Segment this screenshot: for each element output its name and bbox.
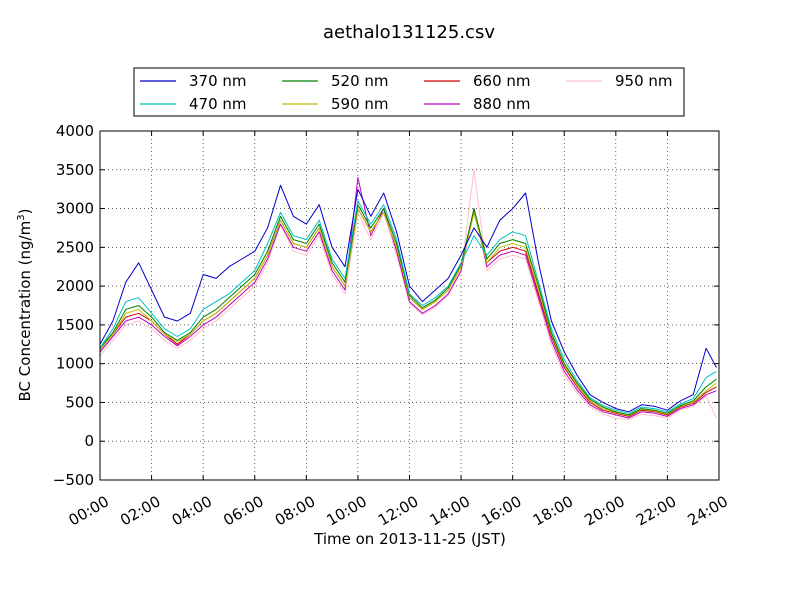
legend-item: 470 nm <box>140 95 247 113</box>
series-line-470-nm <box>99 200 717 414</box>
y-tick-label: 3000 <box>56 200 94 218</box>
legend-label: 370 nm <box>189 72 247 90</box>
legend-item: 520 nm <box>282 72 389 90</box>
y-tick-label: 2000 <box>56 277 94 295</box>
y-tick-label: 500 <box>65 393 94 411</box>
legend-item: 590 nm <box>282 95 389 113</box>
series-line-590-nm <box>99 208 717 417</box>
legend-item: 950 nm <box>566 72 673 90</box>
series-line-950-nm <box>99 169 717 420</box>
x-tick-label: 08:00 <box>272 492 318 529</box>
legend-label: 880 nm <box>473 95 531 113</box>
y-axis-label-suffix: ) <box>16 209 34 215</box>
legend-item: 370 nm <box>140 72 247 90</box>
legend-label: 520 nm <box>331 72 389 90</box>
plot-area <box>100 131 719 480</box>
legend: 370 nm 470 nm 520 nm 590 nm 660 nm 880 nm 950 … <box>133 67 685 117</box>
y-tick-label: 0 <box>84 432 94 450</box>
axis-ticks <box>99 130 720 481</box>
x-tick-label: 02:00 <box>117 492 163 529</box>
y-tick-label: 1500 <box>56 316 94 334</box>
x-tick-label: 10:00 <box>323 492 369 529</box>
series-line-880-nm <box>99 177 717 419</box>
y-tick-label: 1000 <box>56 355 94 373</box>
x-tick-label: 12:00 <box>375 492 421 529</box>
chart-title: aethalo131125.csv <box>323 22 495 43</box>
legend-box <box>133 67 685 117</box>
y-tick-label: 4000 <box>56 122 94 140</box>
y-axis-label-superscript: 3 <box>16 214 27 220</box>
x-tick-label: 22:00 <box>633 492 679 529</box>
y-tick-labels: −500 0 500 1000 1500 2000 2500 3000 3500 4000 <box>53 122 94 489</box>
y-tick-label: 2500 <box>56 238 94 256</box>
y-tick-label: −500 <box>53 471 94 489</box>
x-tick-labels: 00:00 02:00 04:00 06:00 08:00 10:00 12:00 14:00… <box>66 492 731 529</box>
y-axis-label: BC Concentration (ng/m3) <box>16 209 34 402</box>
series-lines <box>99 169 717 420</box>
x-axis-label: Time on 2013-11-25 (JST) <box>313 530 506 548</box>
y-tick-label: 3500 <box>56 161 94 179</box>
legend-label: 660 nm <box>473 72 531 90</box>
legend-label: 590 nm <box>331 95 389 113</box>
legend-item: 660 nm <box>424 72 531 90</box>
y-axis-label-main: BC Concentration (ng/m <box>16 221 34 402</box>
x-tick-label: 24:00 <box>685 492 731 529</box>
series-line-520-nm <box>99 204 717 416</box>
legend-label: 950 nm <box>615 72 673 90</box>
x-tick-label: 04:00 <box>169 492 215 529</box>
x-tick-label: 20:00 <box>581 492 627 529</box>
legend-label: 470 nm <box>189 95 247 113</box>
x-tick-label: 18:00 <box>530 492 576 529</box>
legend-item: 880 nm <box>424 95 531 113</box>
x-tick-label: 16:00 <box>478 492 524 529</box>
x-tick-label: 06:00 <box>220 492 266 529</box>
x-tick-label: 14:00 <box>427 492 473 529</box>
x-tick-label: 00:00 <box>66 492 112 529</box>
series-line-370-nm <box>99 184 717 413</box>
